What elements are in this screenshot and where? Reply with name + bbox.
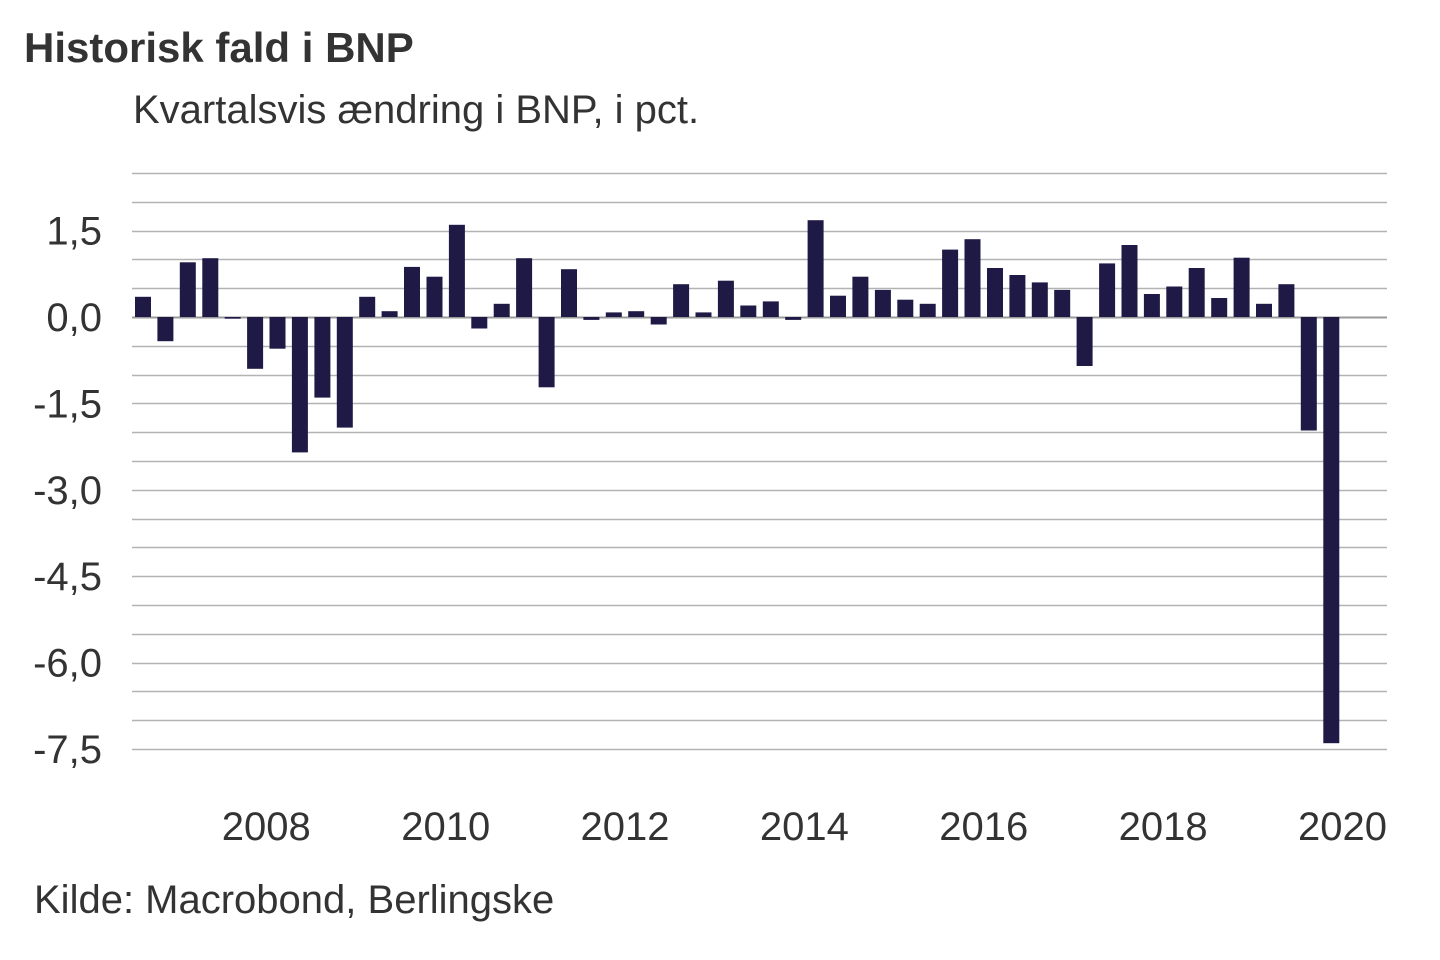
bar-2020Q2 — [1323, 317, 1340, 744]
y-tick-label: -1,5 — [33, 382, 102, 426]
bar-2008Q1 — [224, 317, 241, 319]
bar-2011Q3 — [538, 317, 555, 388]
bar-2010Q4 — [471, 317, 488, 329]
bar-2017Q3 — [1076, 317, 1093, 366]
y-tick-label: -4,5 — [33, 555, 102, 599]
bar-2014Q2 — [785, 317, 802, 320]
bar-2018Q1 — [1121, 245, 1138, 317]
bar-2013Q2 — [695, 312, 712, 317]
bar-2007Q1 — [135, 296, 151, 317]
y-tick-label: -7,5 — [33, 728, 102, 772]
bar-2008Q4 — [291, 317, 308, 453]
bar-2016Q1 — [942, 249, 959, 317]
x-tick-label: 2014 — [760, 805, 849, 849]
bar-2018Q3 — [1166, 286, 1183, 317]
y-tick-label: -3,0 — [33, 469, 102, 513]
bar-2019Q2 — [1233, 257, 1250, 317]
bar-2014Q3 — [807, 220, 824, 317]
bar-2016Q2 — [964, 239, 981, 317]
bar-2011Q1 — [493, 303, 510, 317]
bar-2013Q3 — [717, 280, 734, 317]
bar-2007Q4 — [202, 258, 219, 317]
x-axis-ticks: 2008 2010 2012 2014 2016 2018 2020 — [222, 805, 1387, 849]
bar-2015Q2 — [874, 289, 891, 317]
bar-2019Q1 — [1211, 298, 1228, 317]
bar-2007Q2 — [157, 317, 174, 342]
chart-title: Historisk fald i BNP — [24, 24, 414, 71]
bar-2008Q2 — [247, 317, 264, 369]
source-note: Kilde: Macrobond, Berlingske — [34, 878, 555, 922]
bar-2015Q4 — [919, 303, 936, 317]
y-tick-label: 1,5 — [46, 210, 102, 254]
bar-2018Q4 — [1188, 268, 1205, 317]
gridlines — [132, 172, 1387, 751]
bar-2009Q1 — [314, 317, 331, 398]
bar-2011Q4 — [561, 269, 577, 317]
bar-2009Q2 — [336, 317, 353, 428]
x-tick-label: 2016 — [939, 805, 1028, 849]
bar-2011Q2 — [516, 258, 533, 317]
chart-subtitle: Kvartalsvis ændring i BNP, i pct. — [133, 88, 700, 132]
x-tick-label: 2018 — [1119, 805, 1208, 849]
bars — [135, 220, 1340, 744]
bar-2012Q2 — [605, 312, 622, 317]
y-tick-label: -6,0 — [33, 642, 102, 686]
bar-2013Q1 — [673, 284, 690, 317]
bar-2020Q1 — [1300, 317, 1317, 431]
bar-2008Q3 — [269, 317, 286, 349]
bar-2012Q1 — [583, 317, 600, 320]
x-tick-label: 2012 — [581, 805, 670, 849]
bar-2016Q3 — [987, 268, 1003, 317]
bar-2017Q2 — [1054, 289, 1071, 317]
bar-2010Q1 — [404, 266, 420, 317]
bar-2017Q4 — [1099, 263, 1116, 317]
bar-2019Q4 — [1278, 284, 1295, 317]
x-tick-label: 2008 — [222, 805, 311, 849]
x-tick-label: 2010 — [401, 805, 490, 849]
bar-2015Q3 — [897, 299, 914, 317]
bar-2009Q3 — [359, 296, 376, 317]
bar-2009Q4 — [381, 311, 398, 317]
bar-2015Q1 — [852, 276, 869, 317]
bar-2012Q4 — [650, 317, 667, 325]
bar-2017Q1 — [1031, 282, 1048, 317]
y-axis-ticks: 1,5 0,0 -1,5 -3,0 -4,5 -6,0 -7,5 — [33, 210, 102, 772]
bar-2007Q3 — [179, 262, 196, 317]
bar-2016Q4 — [1009, 275, 1026, 317]
bar-2012Q3 — [628, 311, 645, 317]
bar-2014Q1 — [762, 301, 779, 317]
bar-2018Q2 — [1143, 294, 1160, 317]
bar-2013Q4 — [740, 305, 757, 317]
x-tick-label: 2020 — [1298, 805, 1387, 849]
bar-2019Q3 — [1256, 303, 1272, 317]
bar-2010Q2 — [426, 276, 443, 317]
bar-2014Q4 — [830, 295, 846, 317]
bar-2010Q3 — [448, 224, 465, 317]
y-tick-label: 0,0 — [46, 296, 102, 340]
